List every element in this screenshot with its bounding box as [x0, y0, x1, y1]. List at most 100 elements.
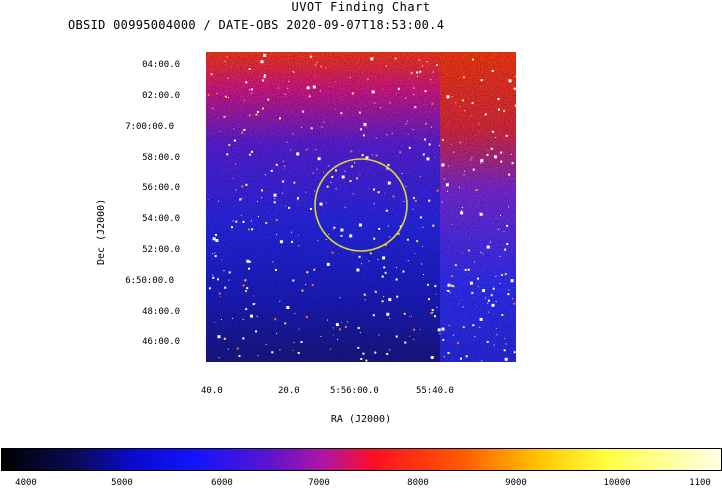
star	[276, 233, 277, 235]
star	[469, 281, 473, 285]
star	[414, 199, 417, 202]
star	[441, 163, 445, 167]
star	[495, 137, 497, 139]
star	[297, 199, 299, 201]
star	[286, 306, 290, 309]
star	[228, 279, 230, 281]
star	[282, 180, 285, 183]
star	[214, 255, 217, 258]
star	[219, 130, 221, 132]
star	[328, 165, 330, 167]
star	[460, 211, 464, 215]
star	[458, 186, 460, 188]
star	[245, 290, 247, 293]
star	[292, 71, 294, 72]
star	[487, 302, 489, 304]
star	[479, 131, 481, 133]
dec-tick-label: 58:00.0	[142, 153, 180, 163]
ra-tick-label: 40.0	[201, 386, 223, 396]
star	[373, 188, 375, 191]
star	[276, 332, 278, 334]
star	[446, 290, 448, 292]
star	[351, 165, 354, 168]
star	[350, 150, 353, 153]
star	[471, 291, 474, 294]
star	[344, 325, 347, 328]
star	[407, 260, 409, 262]
star	[239, 198, 242, 201]
star	[462, 206, 463, 208]
star	[233, 178, 234, 180]
star	[314, 63, 317, 66]
star	[387, 169, 389, 171]
star	[495, 300, 497, 302]
star	[224, 61, 226, 62]
star	[256, 315, 258, 317]
star	[283, 167, 285, 169]
star	[251, 88, 253, 91]
star	[405, 123, 407, 125]
star	[477, 277, 479, 280]
star	[463, 174, 465, 176]
star	[491, 56, 493, 58]
star	[374, 290, 377, 293]
star	[432, 71, 434, 73]
star	[486, 245, 490, 249]
star	[235, 220, 238, 223]
colorbar-tick-label: 9000	[505, 478, 527, 488]
star	[447, 190, 448, 192]
star	[453, 151, 455, 153]
star	[446, 95, 450, 99]
star	[499, 282, 501, 284]
star	[497, 98, 500, 100]
star	[212, 276, 215, 279]
star	[484, 113, 487, 116]
star	[244, 279, 247, 282]
star	[471, 58, 474, 61]
star	[328, 233, 330, 235]
star	[427, 283, 429, 286]
ra-tick-label: 5:56:00.0	[330, 386, 379, 396]
star	[285, 205, 286, 207]
star	[323, 171, 324, 173]
star	[441, 327, 445, 331]
star	[474, 336, 476, 338]
star	[462, 326, 465, 329]
star	[500, 160, 503, 163]
star	[371, 90, 375, 94]
star	[386, 134, 388, 136]
star	[375, 137, 377, 139]
star	[423, 274, 424, 275]
star	[263, 76, 266, 79]
star	[220, 296, 222, 298]
star	[217, 278, 219, 281]
star	[351, 92, 354, 95]
star	[310, 55, 313, 58]
star	[317, 240, 319, 242]
star	[432, 224, 435, 227]
star	[470, 115, 472, 117]
star	[359, 332, 361, 334]
colorbar-tick-label: 4000	[15, 478, 37, 488]
star	[331, 175, 334, 178]
star	[358, 111, 361, 114]
star	[479, 162, 481, 164]
star	[362, 134, 365, 137]
star	[264, 174, 266, 176]
star	[421, 263, 423, 265]
star	[228, 97, 229, 98]
star	[508, 206, 509, 208]
star	[263, 74, 266, 77]
star	[418, 59, 421, 62]
star	[480, 79, 483, 82]
star	[323, 121, 325, 123]
star	[471, 102, 474, 105]
star	[480, 159, 484, 163]
star	[228, 144, 231, 146]
star-field	[207, 53, 516, 362]
star	[435, 294, 437, 295]
star	[392, 195, 395, 198]
star	[462, 76, 465, 79]
star	[260, 60, 264, 64]
star	[216, 93, 218, 94]
